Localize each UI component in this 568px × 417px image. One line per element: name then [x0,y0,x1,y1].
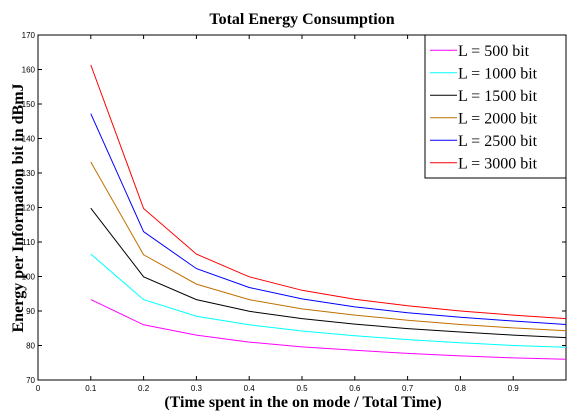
x-tick-label: 0.7 [402,384,414,393]
x-tick-label: 0.5 [296,384,308,393]
y-axis-label: Energy per Information bit in dBmJ [10,83,27,332]
legend-label: L = 1000 bit [458,65,538,82]
legend-label: L = 3000 bit [458,155,538,172]
y-tick-label: 110 [22,238,35,247]
x-tick-label: 0.4 [244,384,256,393]
series-line-5 [90,113,567,325]
series-line-6 [90,64,567,320]
x-tick-label: 0.6 [349,384,361,393]
y-tick-label: 90 [26,307,35,316]
y-tick-label: 140 [22,135,36,144]
chart-title: Total Energy Consumption [209,11,394,28]
y-tick-label: 100 [22,273,36,282]
legend: L = 500 bit L = 1000 bit L = 1500 bit L = 2… [424,34,567,179]
series-line-2 [90,253,567,348]
legend-label: L = 2500 bit [458,133,538,150]
x-tick-label: 0.9 [508,384,520,393]
x-tick-label: 0.1 [85,384,97,393]
y-tick-label: 150 [22,100,36,109]
x-tick-label: 0.3 [191,384,203,393]
x-axis-label: (Time spent in the on mode / Total Time) [164,394,441,411]
series-line-4 [90,161,567,332]
y-tick-label: 80 [26,342,35,351]
y-tick-label: 120 [22,204,36,213]
series-line-1 [90,299,567,360]
x-tick-label: 0.2 [138,384,150,393]
series-line-3 [90,207,567,339]
legend-label: L = 500 bit [458,43,530,60]
legend-label: L = 1500 bit [458,88,538,105]
y-tick-label: 70 [26,376,35,385]
series-lines [90,64,567,360]
legend-box [424,34,567,179]
axis-ticks: 0 0.1 0.2 0.3 0.4 0.5 0.6 0.7 0.8 0.9 70 80 90 100 110… [22,31,566,393]
x-tick-label: 0.8 [455,384,467,393]
y-tick-label: 130 [22,169,36,178]
y-tick-label: 160 [22,66,36,75]
legend-label: L = 2000 bit [458,110,538,127]
y-tick-label: 170 [22,31,36,40]
x-tick-label: 0 [36,384,41,393]
